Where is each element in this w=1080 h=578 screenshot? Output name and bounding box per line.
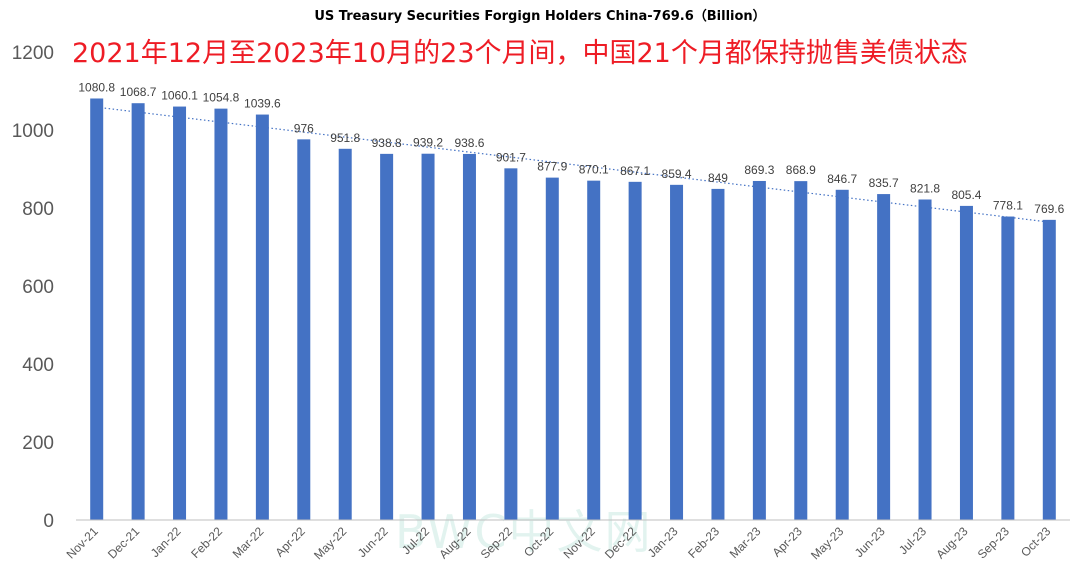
- bar: [670, 184, 684, 521]
- bar: [959, 205, 973, 521]
- bar: [462, 153, 476, 521]
- bar: [504, 168, 518, 520]
- data-label: 951.8: [330, 131, 360, 145]
- data-label: 1039.6: [244, 97, 281, 111]
- x-tick-label: Apr-22: [273, 524, 309, 560]
- data-label: 976: [294, 121, 314, 135]
- data-label: 938.8: [372, 136, 402, 150]
- x-tick-label: Jul-23: [896, 524, 929, 557]
- bar: [752, 180, 766, 520]
- data-label: 805.4: [951, 188, 981, 202]
- x-tick-label: Jun-22: [355, 524, 391, 560]
- bar: [173, 106, 187, 520]
- x-tick-label: May-23: [808, 524, 846, 562]
- bar: [90, 98, 104, 520]
- data-label: 870.1: [579, 163, 609, 177]
- data-label: 1060.1: [161, 89, 198, 103]
- data-label: 769.6: [1034, 202, 1064, 216]
- trendline-path: [96, 106, 1050, 223]
- y-tick-label: 0: [43, 511, 54, 532]
- y-tick-label: 400: [22, 355, 54, 376]
- data-label: 901.7: [496, 150, 526, 164]
- data-label: 868.9: [786, 163, 816, 177]
- data-label: 859.4: [662, 167, 692, 181]
- data-label: 877.9: [537, 160, 567, 174]
- bar: [918, 199, 932, 521]
- x-tick-label: Dec-21: [105, 524, 142, 561]
- bar: [131, 103, 145, 520]
- bar: [711, 188, 725, 520]
- data-label: 849: [708, 171, 728, 185]
- y-axis: 0 200 400 600 800 1000 1200: [12, 43, 54, 532]
- y-tick-label: 1200: [12, 43, 54, 64]
- x-tick-label: May-22: [311, 524, 349, 562]
- bar: [587, 180, 601, 520]
- bar: [877, 194, 891, 520]
- data-label: 778.1: [993, 199, 1023, 213]
- data-label: 1080.8: [78, 80, 115, 94]
- x-tick-label: Nov-21: [64, 524, 101, 561]
- x-tick-label: Jan-22: [148, 524, 184, 560]
- y-tick-label: 600: [22, 277, 54, 298]
- data-label: 869.3: [744, 163, 774, 177]
- data-label: 846.7: [827, 172, 857, 186]
- y-tick-label: 1000: [12, 121, 54, 142]
- bar: [214, 108, 228, 521]
- trendline: [96, 106, 1050, 223]
- data-label: 938.6: [454, 136, 484, 150]
- x-tick-label: Jun-23: [852, 524, 888, 560]
- x-tick-label: Oct-23: [1018, 524, 1054, 560]
- x-tick-label: Mar-22: [230, 524, 267, 561]
- data-label: 835.7: [869, 176, 899, 190]
- bar: [628, 181, 642, 520]
- bar: [794, 181, 808, 520]
- chart-headline: 2021年12月至2023年10月的23个月间，中国21个月都保持抛售美债状态: [72, 38, 968, 69]
- bar: [1001, 216, 1015, 520]
- bar: [1042, 219, 1056, 520]
- data-label: 939.2: [413, 136, 443, 150]
- bar: [421, 153, 435, 520]
- y-tick-label: 200: [22, 433, 54, 454]
- x-tick-label: Feb-23: [685, 524, 722, 561]
- chart-title: US Treasury Securities Forgign Holders C…: [314, 8, 765, 24]
- data-label: 1054.8: [203, 91, 240, 105]
- x-tick-label: Sep-23: [975, 524, 1012, 561]
- bar: [835, 189, 849, 521]
- watermark-text: BWC中文网: [395, 505, 653, 559]
- data-label: 867.1: [620, 164, 650, 178]
- bar: [338, 148, 352, 520]
- x-tick-label: Aug-23: [933, 524, 970, 561]
- watermark: BWC中文网: [395, 505, 653, 559]
- bar: [297, 139, 311, 521]
- data-labels: 1080.8 1068.7 1060.1 1054.8 1039.6 976 951.8 93…: [78, 80, 1064, 215]
- data-label: 1068.7: [120, 85, 157, 99]
- bar: [380, 153, 394, 521]
- x-tick-label: Feb-22: [188, 524, 225, 561]
- bar: [545, 177, 559, 520]
- bar: [255, 114, 269, 520]
- x-tick-label: Mar-23: [727, 524, 764, 561]
- x-tick-label: Apr-23: [770, 524, 806, 560]
- y-tick-label: 800: [22, 199, 54, 220]
- bar-series: [90, 98, 1056, 521]
- data-label: 821.8: [910, 181, 940, 195]
